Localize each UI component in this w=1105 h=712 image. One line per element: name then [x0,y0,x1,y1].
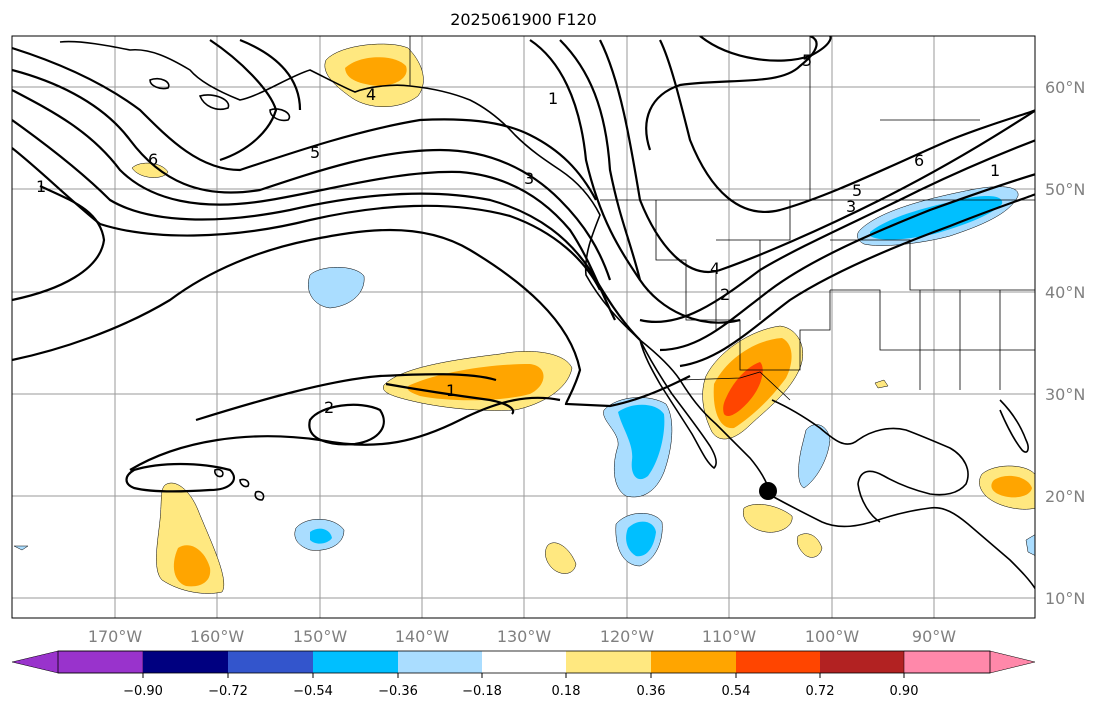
borders [409,36,1035,401]
contour-label: 1 [990,161,1000,180]
contour-label: 5 [852,181,862,200]
lat-label: 20°N [1045,487,1085,506]
colorbar-segment [11,650,144,674]
lon-label: 170°W [88,627,143,646]
contour-label: 4 [366,85,376,104]
colorbar-segment [566,651,651,673]
lon-label: 150°W [293,627,348,646]
contour-lines [12,36,1035,493]
colorbar-segment [398,651,482,673]
colorbar-segment [736,651,820,673]
anomaly-fills [13,43,1035,594]
colorbar-segment [228,651,313,673]
lon-label: 160°W [190,627,245,646]
contour-label-group: 6 1 5 4 3 2 1 2 4 3 5 6 1 5 1 [36,51,1000,417]
lon-label: 100°W [805,627,860,646]
colorbar-tick-label: 0.90 [890,684,919,699]
lon-label: 140°W [395,627,450,646]
contour-label: 4 [710,259,720,278]
lat-label: 40°N [1045,283,1085,302]
colorbar-segment [143,651,228,673]
contour-label: 1 [446,381,456,400]
lon-label: 130°W [497,627,552,646]
negative-anomaly-gulf [798,424,831,489]
colorbar-tick-label: −0.36 [378,684,418,699]
map-title: 2025061900 F120 [450,10,597,29]
lat-label: 60°N [1045,78,1085,97]
colorbar-tick-label: 0.36 [637,684,666,699]
positive-anomaly-small-3 [742,504,793,533]
positive-anomaly-small [131,162,169,178]
colorbar-tick-label: 0.54 [722,684,751,699]
colorbar-tick-label: −0.72 [208,684,248,699]
contour-label: 5 [802,51,812,70]
lon-label: 110°W [702,627,757,646]
colorbar-tick-label: −0.90 [123,684,163,699]
colorbar-tick-label: 0.72 [806,684,835,699]
map-frame [11,35,1036,619]
colorbar-tick-label: −0.18 [462,684,502,699]
longitude-labels: 170°W 160°W 150°W 140°W 130°W 120°W 110°… [88,627,956,646]
colorbar-segment [651,651,736,673]
contour-label: 3 [846,197,856,216]
colorbar-segment [482,651,566,673]
contour-label: 2 [720,285,730,304]
colorbar: −0.90 −0.72 −0.54 −0.36 −0.18 0.18 0.36 … [11,650,1036,699]
contour-label: 1 [548,89,558,108]
colorbar-segment [903,650,1036,674]
storm-center-marker [759,482,777,500]
contour-label: 1 [36,177,46,196]
colorbar-segment [820,651,904,673]
positive-anomaly-small-4 [797,533,823,558]
coastlines [59,40,1035,590]
lon-label: 90°W [912,627,956,646]
contour-label: 6 [148,150,158,169]
positive-anomaly-small-2 [545,542,577,574]
contour-label: 5 [310,143,320,162]
contour-label: 3 [524,169,534,188]
colorbar-tick-label: 0.18 [552,684,581,699]
contour-label: 6 [914,151,924,170]
negative-anomaly-pacific [308,267,365,309]
latitude-labels: 60°N 50°N 40°N 30°N 20°N 10°N [1045,78,1085,608]
contour-label: 2 [324,398,334,417]
lat-label: 30°N [1045,385,1085,404]
lat-label: 50°N [1045,180,1085,199]
lat-label: 10°N [1045,589,1085,608]
lon-label: 120°W [600,627,655,646]
colorbar-segment [313,651,398,673]
colorbar-tick-label: −0.54 [293,684,333,699]
